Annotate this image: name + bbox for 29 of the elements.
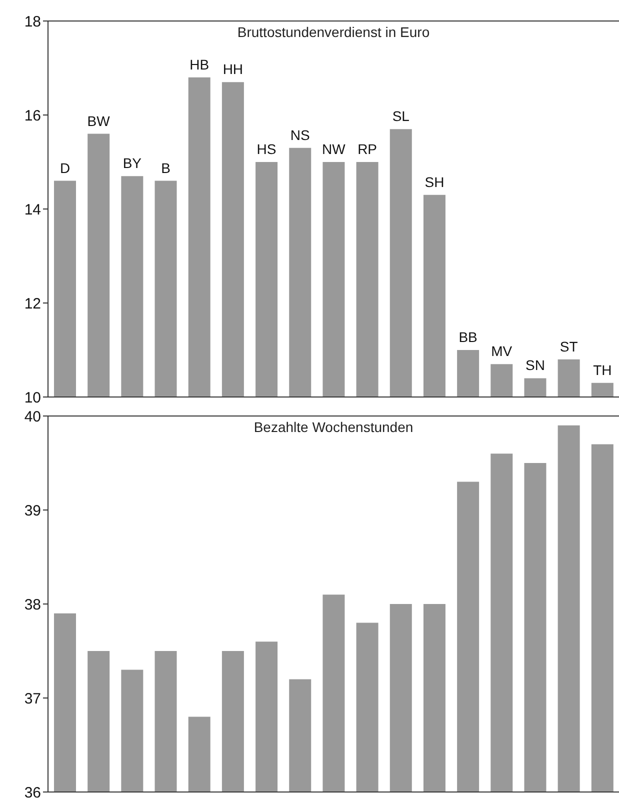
y-tick-label: 38 — [24, 596, 41, 614]
y-tick-label: 39 — [24, 502, 41, 520]
y-tick-label: 14 — [24, 201, 41, 218]
category-label: SL — [392, 108, 410, 124]
category-label: SN — [526, 357, 545, 374]
y-tick-label: 12 — [24, 295, 41, 312]
category-label: NW — [322, 141, 346, 157]
category-label: BB — [458, 329, 478, 345]
category-label: MV — [491, 343, 512, 360]
category-label: BY — [122, 155, 142, 172]
category-label: SH — [424, 174, 444, 190]
category-label: D — [60, 160, 70, 176]
chart-title: Bruttostundenverdienst in Euro — [236, 24, 431, 40]
category-label: HS — [256, 141, 276, 157]
category-label: HH — [222, 61, 244, 78]
y-tick-label: 18 — [24, 13, 41, 30]
category-label: ST — [560, 338, 578, 354]
y-tick-label: 40 — [24, 408, 41, 426]
category-label: B — [161, 160, 170, 176]
category-label: TH — [593, 362, 612, 378]
category-label: NS — [290, 126, 310, 143]
category-label: RP — [358, 141, 378, 157]
y-tick-label: 16 — [24, 107, 41, 124]
chart-title: Bezahlte Wochenstunden — [252, 419, 414, 435]
y-tick-label: 10 — [24, 389, 41, 406]
category-label: HB — [190, 56, 210, 72]
y-tick-label: 37 — [24, 690, 41, 708]
category-label: BW — [87, 112, 110, 129]
y-tick-label: 36 — [24, 784, 41, 802]
